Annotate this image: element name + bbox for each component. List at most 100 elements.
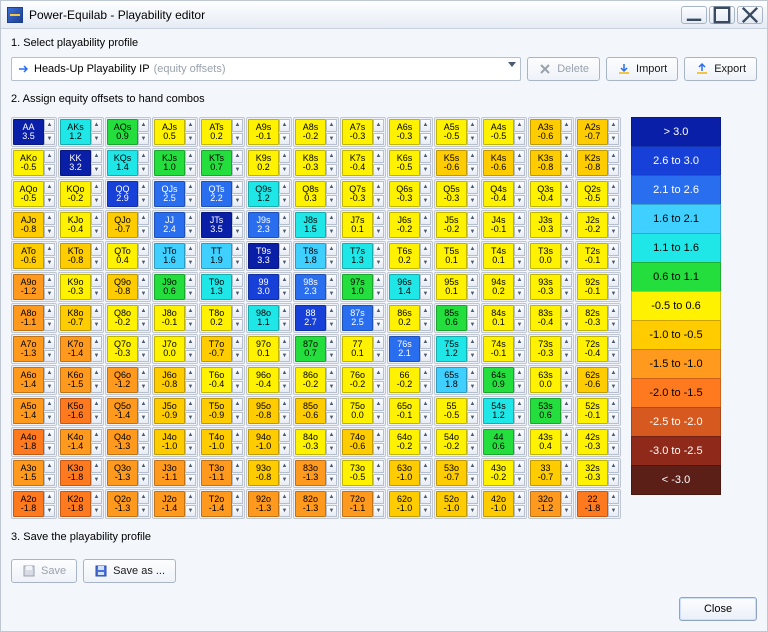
spin-up-icon[interactable]: ▲ — [91, 181, 102, 194]
hand-tile[interactable]: Q6o-1.2 — [107, 367, 138, 393]
hand-tile[interactable]: A5o-1.4 — [13, 398, 44, 424]
spin-up-icon[interactable]: ▲ — [608, 336, 619, 349]
spin-down-icon[interactable]: ▼ — [514, 412, 525, 425]
spin-up-icon[interactable]: ▲ — [326, 212, 337, 225]
hand-tile[interactable]: 84o-0.3 — [295, 429, 326, 455]
hand-spinner[interactable]: ▲▼ — [326, 305, 337, 331]
hand-tile[interactable]: K5s-0.6 — [436, 150, 467, 176]
hand-tile[interactable]: T7o-0.7 — [201, 336, 232, 362]
spin-up-icon[interactable]: ▲ — [326, 367, 337, 380]
spin-up-icon[interactable]: ▲ — [420, 429, 431, 442]
spin-up-icon[interactable]: ▲ — [467, 181, 478, 194]
spin-up-icon[interactable]: ▲ — [467, 460, 478, 473]
spin-down-icon[interactable]: ▼ — [467, 133, 478, 146]
spin-down-icon[interactable]: ▼ — [561, 164, 572, 177]
hand-tile[interactable]: 63o-1.0 — [389, 460, 420, 486]
hand-spinner[interactable]: ▲▼ — [185, 429, 196, 455]
spin-down-icon[interactable]: ▼ — [420, 133, 431, 146]
hand-spinner[interactable]: ▲▼ — [561, 398, 572, 424]
hand-tile[interactable]: Q8o-0.2 — [107, 305, 138, 331]
spin-down-icon[interactable]: ▼ — [138, 133, 149, 146]
hand-spinner[interactable]: ▲▼ — [91, 367, 102, 393]
hand-tile[interactable]: 84s0.1 — [483, 305, 514, 331]
spin-up-icon[interactable]: ▲ — [373, 398, 384, 411]
spin-down-icon[interactable]: ▼ — [514, 195, 525, 208]
hand-tile[interactable]: 98o1.1 — [248, 305, 279, 331]
spin-down-icon[interactable]: ▼ — [373, 350, 384, 363]
hand-tile[interactable]: 53o-0.7 — [436, 460, 467, 486]
spin-down-icon[interactable]: ▼ — [185, 164, 196, 177]
spin-down-icon[interactable]: ▼ — [373, 195, 384, 208]
hand-tile[interactable]: J5o-0.9 — [154, 398, 185, 424]
spin-up-icon[interactable]: ▲ — [608, 491, 619, 504]
hand-spinner[interactable]: ▲▼ — [373, 367, 384, 393]
hand-spinner[interactable]: ▲▼ — [232, 336, 243, 362]
spin-down-icon[interactable]: ▼ — [326, 319, 337, 332]
spin-up-icon[interactable]: ▲ — [44, 367, 55, 380]
spin-up-icon[interactable]: ▲ — [279, 119, 290, 132]
spin-down-icon[interactable]: ▼ — [138, 319, 149, 332]
hand-tile[interactable]: KJs1.0 — [154, 150, 185, 176]
hand-spinner[interactable]: ▲▼ — [185, 460, 196, 486]
hand-tile[interactable]: J5s-0.2 — [436, 212, 467, 238]
hand-spinner[interactable]: ▲▼ — [373, 212, 384, 238]
spin-up-icon[interactable]: ▲ — [91, 460, 102, 473]
hand-spinner[interactable]: ▲▼ — [561, 119, 572, 145]
hand-tile[interactable]: 82o-1.3 — [295, 491, 326, 517]
spin-down-icon[interactable]: ▼ — [44, 288, 55, 301]
spin-down-icon[interactable]: ▼ — [514, 257, 525, 270]
spin-down-icon[interactable]: ▼ — [514, 350, 525, 363]
spin-up-icon[interactable]: ▲ — [91, 243, 102, 256]
spin-down-icon[interactable]: ▼ — [373, 226, 384, 239]
hand-spinner[interactable]: ▲▼ — [185, 305, 196, 331]
hand-spinner[interactable]: ▲▼ — [44, 243, 55, 269]
hand-spinner[interactable]: ▲▼ — [279, 243, 290, 269]
spin-up-icon[interactable]: ▲ — [185, 336, 196, 349]
spin-down-icon[interactable]: ▼ — [91, 474, 102, 487]
spin-up-icon[interactable]: ▲ — [279, 491, 290, 504]
hand-spinner[interactable]: ▲▼ — [138, 243, 149, 269]
spin-up-icon[interactable]: ▲ — [326, 336, 337, 349]
hand-spinner[interactable]: ▲▼ — [608, 460, 619, 486]
hand-spinner[interactable]: ▲▼ — [279, 305, 290, 331]
hand-spinner[interactable]: ▲▼ — [420, 305, 431, 331]
spin-up-icon[interactable]: ▲ — [232, 367, 243, 380]
hand-tile[interactable]: 440.6 — [483, 429, 514, 455]
hand-tile[interactable]: K2o-1.8 — [60, 491, 91, 517]
hand-spinner[interactable]: ▲▼ — [514, 119, 525, 145]
hand-spinner[interactable]: ▲▼ — [326, 212, 337, 238]
spin-down-icon[interactable]: ▼ — [326, 226, 337, 239]
hand-tile[interactable]: Q6s-0.3 — [389, 181, 420, 207]
hand-tile[interactable]: T2o-1.4 — [201, 491, 232, 517]
spin-down-icon[interactable]: ▼ — [608, 443, 619, 456]
saveas-button[interactable]: Save as ... — [83, 559, 176, 583]
hand-spinner[interactable]: ▲▼ — [91, 243, 102, 269]
hand-tile[interactable]: J9o0.6 — [154, 274, 185, 300]
spin-up-icon[interactable]: ▲ — [514, 398, 525, 411]
hand-tile[interactable]: 43o-0.2 — [483, 460, 514, 486]
spin-down-icon[interactable]: ▼ — [185, 443, 196, 456]
hand-tile[interactable]: ATo-0.6 — [13, 243, 44, 269]
hand-spinner[interactable]: ▲▼ — [91, 429, 102, 455]
spin-down-icon[interactable]: ▼ — [185, 288, 196, 301]
spin-down-icon[interactable]: ▼ — [232, 505, 243, 518]
spin-up-icon[interactable]: ▲ — [138, 336, 149, 349]
close-button[interactable]: Close — [679, 597, 757, 621]
hand-spinner[interactable]: ▲▼ — [279, 398, 290, 424]
hand-tile[interactable]: 74s-0.1 — [483, 336, 514, 362]
spin-down-icon[interactable]: ▼ — [561, 381, 572, 394]
hand-tile[interactable]: JJ2.4 — [154, 212, 185, 238]
spin-up-icon[interactable]: ▲ — [373, 243, 384, 256]
spin-down-icon[interactable]: ▼ — [185, 257, 196, 270]
spin-down-icon[interactable]: ▼ — [608, 257, 619, 270]
hand-tile[interactable]: JTo1.6 — [154, 243, 185, 269]
spin-up-icon[interactable]: ▲ — [608, 243, 619, 256]
spin-down-icon[interactable]: ▼ — [467, 226, 478, 239]
hand-tile[interactable]: A7s-0.3 — [342, 119, 373, 145]
hand-tile[interactable]: 770.1 — [342, 336, 373, 362]
import-button[interactable]: Import — [606, 57, 678, 81]
spin-down-icon[interactable]: ▼ — [91, 443, 102, 456]
spin-down-icon[interactable]: ▼ — [44, 350, 55, 363]
hand-tile[interactable]: KQo-0.2 — [60, 181, 91, 207]
spin-down-icon[interactable]: ▼ — [561, 195, 572, 208]
